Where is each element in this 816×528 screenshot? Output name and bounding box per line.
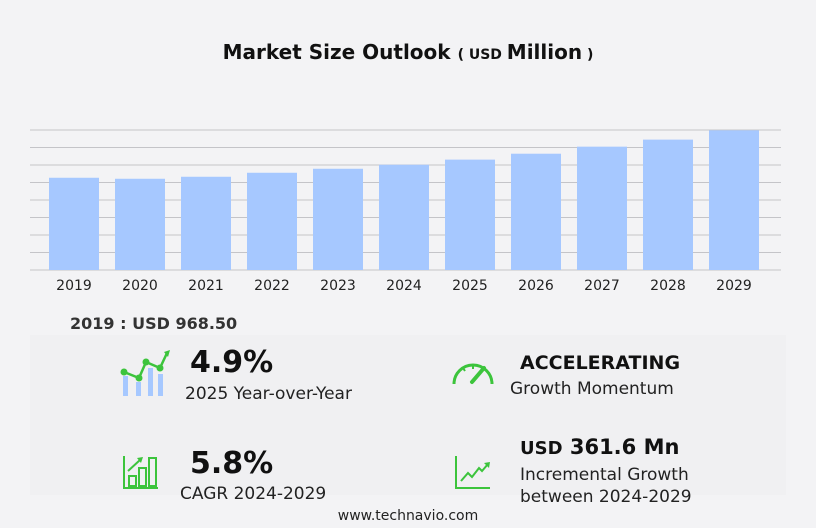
growth-chart-icon — [120, 350, 170, 396]
bar-2023 — [313, 168, 363, 270]
x-tick-label: 2027 — [584, 278, 620, 294]
incremental-value: USD 361.6 Mn — [520, 435, 680, 459]
bar-2022 — [247, 172, 297, 270]
incremental-label-1: Incremental Growth — [520, 465, 689, 485]
yoy-label: 2025 Year-over-Year — [185, 384, 352, 404]
bar-2025 — [445, 159, 495, 270]
x-tick-label: 2024 — [386, 278, 422, 294]
x-tick-label: 2022 — [254, 278, 290, 294]
trend-line-icon — [455, 456, 490, 489]
bar-2028 — [643, 139, 693, 270]
bar-2020 — [115, 178, 165, 270]
x-tick-label: 2023 — [320, 278, 356, 294]
x-tick-label: 2029 — [716, 278, 752, 294]
bar-2029 — [709, 130, 759, 270]
footer-url[interactable]: www.technavio.com — [337, 508, 479, 524]
bar-2024 — [379, 164, 429, 270]
cagr-label: CAGR 2024-2029 — [180, 484, 327, 504]
x-tick-label: 2026 — [518, 278, 554, 294]
bar-2027 — [577, 146, 627, 270]
x-tick-label: 2028 — [650, 278, 686, 294]
incremental-label-2: between 2024-2029 — [520, 487, 692, 507]
bar-chart: 2019 2020 2021 2022 2023 2024 2025 2026 2027 2028… — [30, 129, 781, 294]
x-tick-label: 2021 — [188, 278, 224, 294]
base-year-value: 2019 : USD 968.50 — [70, 314, 238, 333]
bar-2019 — [49, 177, 99, 270]
speedometer-icon — [452, 363, 494, 385]
momentum-label: Growth Momentum — [510, 379, 674, 399]
bar-growth-icon — [123, 456, 158, 489]
cagr-value: 5.8% — [190, 446, 274, 481]
x-tick-label: 2025 — [452, 278, 488, 294]
bar-2026 — [511, 153, 561, 270]
x-tick-label: 2020 — [122, 278, 158, 294]
bar-2021 — [181, 176, 231, 270]
yoy-value: 4.9% — [190, 345, 274, 380]
chart-title: Market Size Outlook ( USD Million ) — [222, 40, 594, 64]
momentum-value: ACCELERATING — [520, 352, 681, 374]
x-tick-label: 2019 — [56, 278, 92, 294]
